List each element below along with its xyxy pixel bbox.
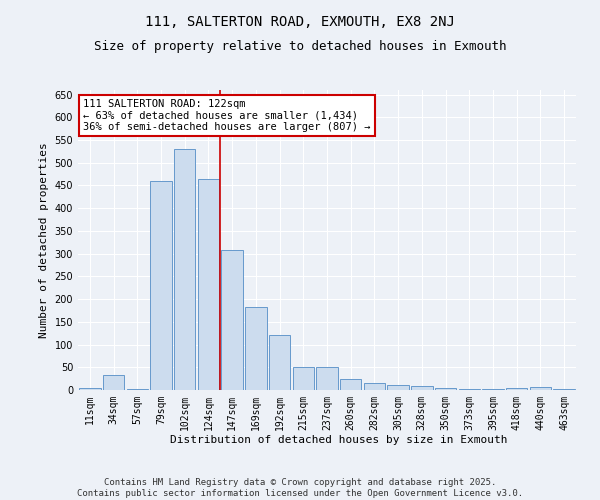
Bar	[269, 336, 290, 390]
Bar	[174, 149, 196, 390]
Bar	[151, 181, 172, 390]
Bar	[103, 375, 124, 390]
Bar	[435, 388, 456, 390]
Bar	[221, 250, 243, 390]
Bar	[79, 388, 101, 390]
Y-axis label: Number of detached properties: Number of detached properties	[39, 142, 49, 338]
Bar	[340, 378, 361, 390]
Bar	[482, 389, 503, 390]
Text: Contains HM Land Registry data © Crown copyright and database right 2025.
Contai: Contains HM Land Registry data © Crown c…	[77, 478, 523, 498]
Bar	[553, 389, 575, 390]
Bar	[198, 178, 219, 390]
Bar	[316, 368, 338, 390]
Bar	[506, 388, 527, 390]
Bar	[245, 307, 266, 390]
Bar	[411, 386, 433, 390]
Bar	[458, 389, 480, 390]
Bar	[293, 368, 314, 390]
Bar	[364, 383, 385, 390]
Text: Distribution of detached houses by size in Exmouth: Distribution of detached houses by size …	[170, 435, 508, 445]
Bar	[388, 384, 409, 390]
Bar	[127, 388, 148, 390]
Text: 111 SALTERTON ROAD: 122sqm
← 63% of detached houses are smaller (1,434)
36% of s: 111 SALTERTON ROAD: 122sqm ← 63% of deta…	[83, 99, 370, 132]
Text: 111, SALTERTON ROAD, EXMOUTH, EX8 2NJ: 111, SALTERTON ROAD, EXMOUTH, EX8 2NJ	[145, 15, 455, 29]
Text: Size of property relative to detached houses in Exmouth: Size of property relative to detached ho…	[94, 40, 506, 53]
Bar	[530, 388, 551, 390]
